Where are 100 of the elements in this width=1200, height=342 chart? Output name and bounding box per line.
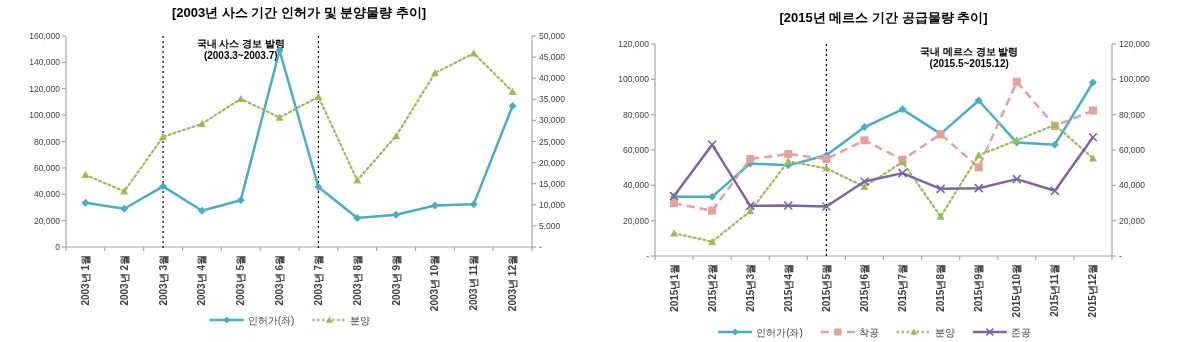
chart-title: [2015년 메르스 기간 공급물량 추이] (779, 10, 988, 25)
y2-tick-label: 20,000 (1119, 215, 1146, 226)
y2-tick-label: 40,000 (1119, 180, 1146, 191)
x-tick-label: 2003년 7월 (312, 255, 324, 306)
point (860, 136, 869, 145)
x-tick-label: 2015년12월 (1087, 264, 1099, 318)
point (1088, 106, 1097, 115)
annotation: 국내 사스 경보 발령 (196, 38, 285, 49)
x-tick-label: 2015년9월 (973, 264, 985, 312)
x-tick-label: 2015년1월 (668, 264, 680, 312)
y-tick-label: 20,000 (623, 215, 650, 226)
annotation: (2015.5~2015.12) (929, 58, 1009, 69)
point (469, 49, 478, 57)
y-tick-label: 100,000 (29, 110, 61, 121)
y2-tick-label: 45,000 (539, 52, 566, 63)
point (159, 182, 168, 191)
legend-label: 준공 (1010, 327, 1031, 338)
point (120, 204, 129, 213)
point (353, 213, 362, 222)
y2-tick-label: 30,000 (539, 115, 566, 126)
y2-tick-label: 25,000 (539, 136, 566, 147)
point (1011, 174, 1022, 184)
x-tick-label: 2003년 3월 (157, 255, 169, 306)
x-tick-label: 2015년10월 (1011, 264, 1023, 318)
point (81, 198, 90, 207)
point (1088, 78, 1097, 87)
point (236, 196, 245, 205)
point (708, 237, 717, 245)
point (935, 184, 946, 194)
point (1088, 132, 1098, 143)
legend-label: 분양 (350, 315, 371, 326)
y2-tick-label: 40,000 (539, 73, 566, 84)
y2-tick-label: 5,000 (539, 220, 561, 231)
point (275, 113, 284, 121)
y2-tick-label: 80,000 (1119, 109, 1146, 120)
point (508, 87, 517, 95)
point (783, 200, 794, 211)
x-tick-label: 2003년 9월 (390, 255, 402, 306)
legend-label: 착공 (858, 327, 879, 338)
point (973, 183, 984, 193)
x-tick-label: 2003년 10월 (429, 255, 441, 312)
y2-tick-label: 15,000 (539, 178, 566, 189)
x-tick-label: 2015년6월 (858, 264, 870, 312)
point (392, 210, 401, 219)
y-tick-label: 80,000 (34, 136, 61, 147)
point (860, 123, 869, 132)
legend-label: 인허가(좌) (247, 315, 295, 326)
legend-label: 인허가(좌) (756, 327, 803, 338)
x-tick-label: 2003년 5월 (235, 255, 247, 306)
annotation: (2003.3~2003.7) (203, 50, 278, 61)
chart-title: [2003년 사스 기간 인허가 및 분양물량 추이] (171, 5, 427, 20)
x-tick-label: 2003년 8월 (351, 255, 363, 306)
y-tick-label: 40,000 (623, 180, 650, 191)
point (1050, 186, 1060, 196)
point (707, 139, 717, 150)
point (81, 170, 90, 179)
y-tick-label: 160,000 (29, 31, 61, 41)
point (897, 168, 908, 178)
y-tick-label: 0 (55, 242, 61, 252)
y-tick-label: 40,000 (34, 189, 61, 200)
y2-tick-label: 50,000 (539, 31, 566, 41)
legend-label: 분양 (934, 327, 955, 338)
point (821, 201, 832, 212)
y2-tick-label: 20,000 (539, 157, 566, 168)
point (670, 199, 679, 208)
y2-tick-label: 100,000 (1119, 74, 1150, 85)
point (197, 119, 206, 127)
annotation: 국내 메르스 경보 발령 (920, 46, 1019, 57)
point (430, 201, 439, 210)
y-tick-label: 60,000 (34, 162, 61, 173)
point (974, 163, 983, 172)
y2-tick-label: - (1119, 251, 1122, 261)
y-tick-label: 80,000 (623, 109, 650, 120)
point (1012, 77, 1021, 86)
point (392, 132, 401, 140)
y-tick-label: 120,000 (618, 39, 650, 49)
point (353, 176, 362, 184)
point (746, 155, 755, 164)
point (314, 183, 323, 191)
y2-tick-label: 10,000 (539, 199, 566, 210)
y-tick-label: 140,000 (29, 57, 61, 68)
point (746, 207, 755, 215)
x-tick-label: 2015년4월 (782, 264, 794, 312)
y-tick-label: 60,000 (623, 145, 650, 155)
y-tick-label: - (646, 251, 650, 261)
point (469, 200, 478, 209)
x-tick-label: 2015년7월 (897, 264, 909, 312)
y2-tick-label: 35,000 (539, 94, 566, 105)
point (860, 182, 869, 190)
x-tick-label: 2003년 4월 (196, 255, 208, 306)
point (822, 155, 831, 164)
y2-tick-label: - (539, 242, 542, 252)
point (745, 201, 756, 211)
x-tick-label: 2015년2월 (706, 264, 718, 312)
x-tick-label: 2015년3월 (744, 264, 756, 312)
point (430, 69, 439, 77)
point (974, 151, 983, 159)
point (708, 192, 717, 201)
y2-tick-label: 60,000 (1119, 145, 1146, 155)
point (822, 164, 831, 172)
